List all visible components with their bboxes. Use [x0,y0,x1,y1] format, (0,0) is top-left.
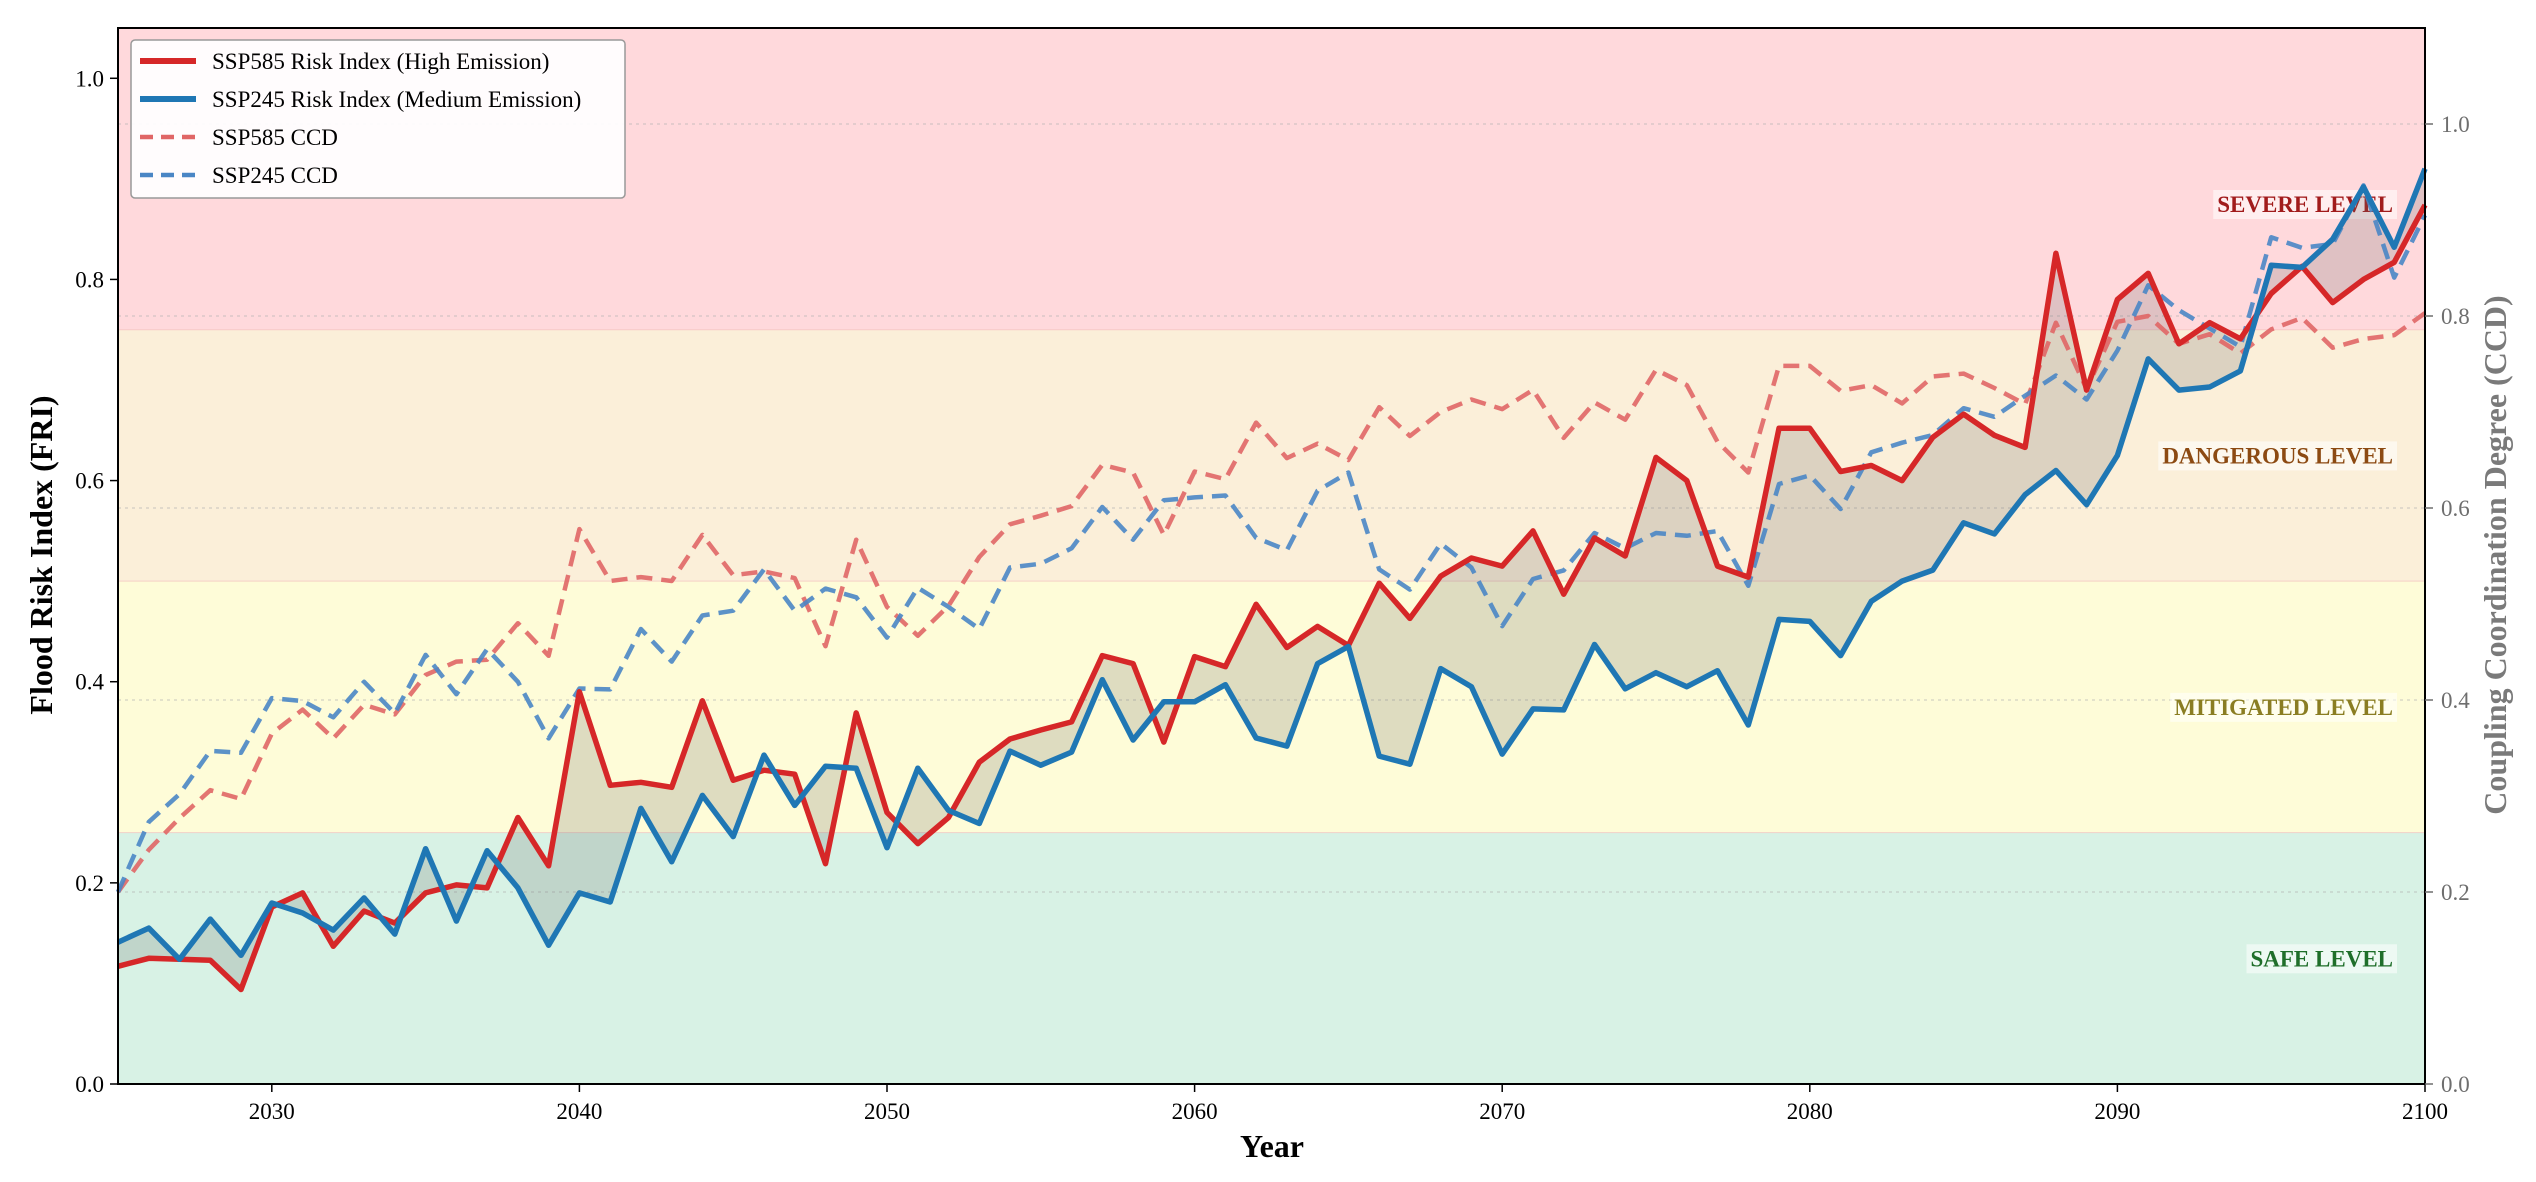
y2-axis-title: Coupling Coordination Degree (CCD) [2477,295,2513,814]
x-tick-label: 2100 [2402,1099,2448,1124]
y2-tick-label: 0.0 [2441,1072,2470,1097]
plot-frame [117,27,2426,1085]
y2-tick-label: 0.8 [2441,304,2470,329]
series-line-1 [116,167,2428,963]
legend: SSP585 Risk Index (High Emission) SSP245 … [130,39,626,199]
y2-tick-label: 1.0 [2441,112,2470,137]
y-tick-label: 1.0 [75,66,104,91]
x-tick-label: 2070 [1479,1099,1525,1124]
series-line-2 [116,311,2427,894]
y-tick-label: 0.4 [75,670,104,695]
y2-tick-label: 0.4 [2441,688,2470,713]
data-series [115,167,2428,993]
risk-zone-labels: SAFE LEVEL MITIGATED LEVEL DANGEROUS LEVEL… [2158,190,2397,974]
y-tick-label: 0.0 [75,1072,104,1097]
legend-box [130,39,626,199]
zone-label-2: DANGEROUS LEVEL [2162,443,2393,468]
series-line-3 [115,183,2428,893]
x-tick-label: 2030 [249,1099,295,1124]
zone-band-2 [118,329,2425,582]
y2-axis-ticks: 0.0 0.2 0.4 0.6 0.8 1.0 [2425,112,2470,1097]
x-tick-label: 2040 [556,1099,602,1124]
zone-label-bg [2170,692,2397,722]
y-tick-label: 0.6 [75,469,104,494]
x-tick-label: 2090 [2094,1099,2140,1124]
zone-label-1: MITIGATED LEVEL [2174,695,2393,720]
zone-label-bg [2158,441,2397,471]
series-line-0 [117,203,2428,993]
y-axis-ticks: 0.0 0.2 0.4 0.6 0.8 1.0 [75,66,118,1097]
fri-difference-fill [118,168,2425,990]
y2-tick-label: 0.6 [2441,496,2470,521]
legend-label-0: SSP585 Risk Index (High Emission) [212,49,549,74]
zone-label-bg [2246,944,2397,974]
legend-label-3: SSP245 CCD [212,163,338,188]
y2-tick-label: 0.2 [2441,880,2470,905]
y-axis-title: Flood Risk Index (FRI) [23,395,59,714]
x-tick-label: 2050 [864,1099,910,1124]
x-axis-ticks: 2030 2040 2050 2060 2070 2080 2090 2100 [249,1084,2448,1124]
y-tick-label: 0.8 [75,267,104,292]
zone-label-0: SAFE LEVEL [2250,946,2393,971]
legend-label-1: SSP245 Risk Index (Medium Emission) [212,87,581,112]
x-tick-label: 2060 [1172,1099,1218,1124]
zone-label-3: SEVERE LEVEL [2217,192,2393,217]
zone-band-0 [118,832,2425,1084]
x-axis-title: Year [1240,1128,1304,1164]
x-tick-label: 2080 [1787,1099,1833,1124]
legend-label-2: SSP585 CCD [212,125,338,150]
y-tick-label: 0.2 [75,871,104,896]
